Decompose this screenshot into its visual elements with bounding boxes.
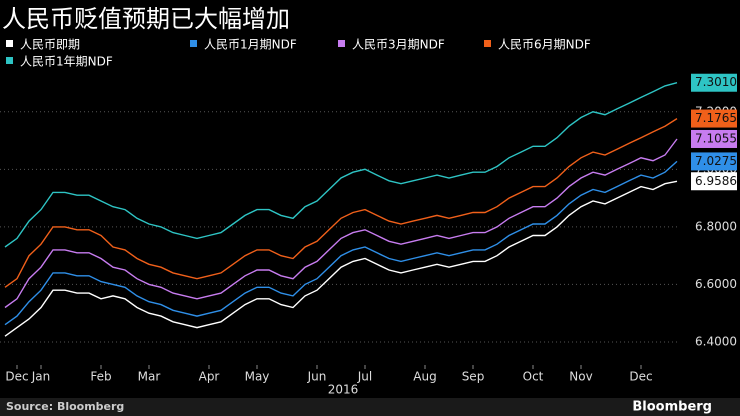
end-label: 7.1765 [695, 111, 737, 125]
x-tick-label: Feb [90, 370, 111, 384]
brand: Bloomberg [632, 400, 712, 415]
x-tick-label: Dec [5, 370, 28, 384]
x-year-label: 2016 [328, 383, 359, 397]
legend-swatch [190, 40, 197, 47]
series-line [4, 160, 678, 326]
legend-label: 人民币6月期NDF [498, 38, 591, 52]
x-tick-label: Sep [462, 370, 485, 384]
x-tick-label: Nov [569, 370, 592, 384]
end-label-box [691, 172, 737, 191]
series-line [4, 180, 678, 337]
x-tick-label: Aug [413, 370, 436, 384]
x-tick-label: May [245, 370, 270, 384]
end-label: 6.9586 [695, 174, 737, 188]
x-tick-label: Jan [31, 370, 51, 384]
end-label: 7.0275 [695, 154, 737, 168]
legend-label: 人民币1月期NDF [204, 38, 297, 52]
x-tick-label: Dec [629, 370, 652, 384]
source: Source: Bloomberg [6, 400, 124, 413]
legend-swatch [484, 40, 491, 47]
legend-swatch [6, 57, 13, 64]
series-line [4, 82, 678, 248]
legend-swatch [338, 40, 345, 47]
end-label: 7.3010 [695, 75, 737, 89]
chart-title: 人民币贬值预期已大幅增加 [2, 5, 290, 33]
legend-label: 人民币3月期NDF [352, 38, 445, 52]
x-tick-label: Mar [138, 370, 161, 384]
x-tick-label: Jun [307, 370, 327, 384]
end-label: 7.1055 [695, 131, 737, 145]
end-label-box [691, 129, 737, 148]
end-label-box [691, 73, 737, 92]
legend-label: 人民币1年期NDF [20, 55, 113, 69]
x-tick-label: Oct [523, 370, 544, 384]
x-tick-label: Apr [199, 370, 220, 384]
y-tick-label: 6.6000 [695, 277, 737, 291]
legend-swatch [6, 40, 13, 47]
y-tick-label: 6.8000 [695, 219, 737, 233]
end-label-box [691, 109, 737, 128]
series-line [4, 118, 678, 288]
y-tick-label: 6.4000 [695, 334, 737, 348]
x-tick-label: Jul [357, 370, 372, 384]
footer-bar [0, 398, 740, 416]
series-line [4, 138, 678, 309]
end-label-box [691, 152, 737, 171]
legend-label: 人民币即期 [20, 38, 80, 52]
